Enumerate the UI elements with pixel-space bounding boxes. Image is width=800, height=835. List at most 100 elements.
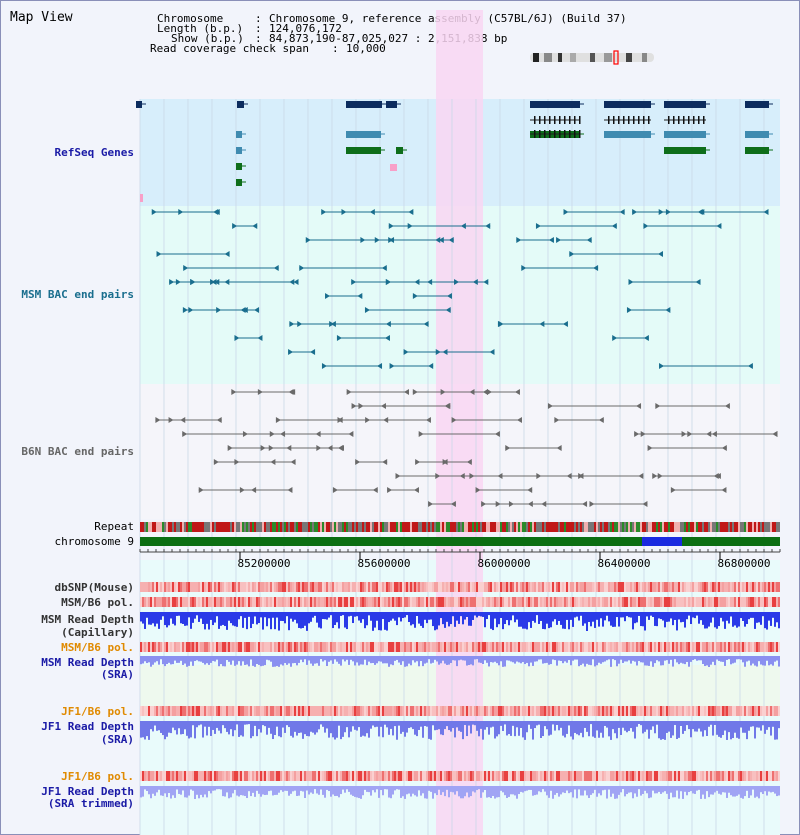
dbsnp-strip bbox=[330, 582, 332, 592]
msm-read-depth-sra-bar bbox=[574, 656, 576, 660]
b6n-bac-end bbox=[415, 459, 421, 465]
msm-bac-track-label[interactable]: MSM BAC end pairs bbox=[21, 288, 134, 301]
jf1-b6-pol-strip-2 bbox=[448, 771, 450, 781]
jf1-read-depth-trim-bar bbox=[296, 786, 298, 797]
dbsnp-strip bbox=[146, 582, 148, 592]
msm-b6-pol-strip-2 bbox=[404, 642, 406, 652]
repeat-element bbox=[760, 522, 762, 532]
msm-b6-pol-strip bbox=[346, 597, 348, 607]
msm-b6-pol-strip bbox=[420, 597, 422, 607]
chromosome-track-label[interactable]: chromosome 9 bbox=[54, 535, 134, 548]
jf1-read-depth-sra-bar bbox=[438, 721, 440, 730]
dbsnp-strip bbox=[218, 582, 220, 592]
repeat-element bbox=[634, 522, 636, 532]
repeat-element bbox=[214, 522, 216, 532]
jf1-b6-pol-strip bbox=[502, 706, 504, 716]
msm-b6-pol-strip-2 bbox=[242, 642, 244, 652]
jf1-read-depth-sra-bar bbox=[732, 721, 734, 739]
jf1-read-depth-sra-bar bbox=[670, 721, 672, 738]
jf1-read-depth-sra-label[interactable]: JF1 Read Depth bbox=[41, 720, 134, 733]
msm-read-depth-sra-bar bbox=[586, 656, 588, 664]
jf1-b6-pol-strip bbox=[530, 706, 532, 716]
repeat-element bbox=[590, 522, 592, 532]
jf1-b6-pol-strip bbox=[308, 706, 310, 716]
msm-b6-pol-strip-2 bbox=[326, 642, 328, 652]
dbsnp-strip bbox=[362, 582, 364, 592]
msm-read-depth-cap-bar bbox=[572, 612, 574, 627]
jf1-b6-pol-strip-2 bbox=[372, 771, 374, 781]
repeat-element bbox=[606, 522, 608, 532]
msm-b6-pol-strip bbox=[160, 597, 162, 607]
msm-b6-pol-strip bbox=[396, 597, 398, 607]
msm-b6-pol-strip bbox=[382, 597, 384, 607]
jf1-b6-pol-label-1[interactable]: JF1/B6 pol. bbox=[61, 705, 134, 718]
msm-read-depth-cap-bar bbox=[316, 612, 318, 623]
jf1-b6-pol-strip-2 bbox=[578, 771, 580, 781]
msm-read-depth-cap-label[interactable]: MSM Read Depth bbox=[41, 613, 134, 626]
jf1-read-depth-trim-bar bbox=[270, 786, 272, 791]
msm-bac-end bbox=[535, 223, 541, 229]
jf1-b6-pol-strip bbox=[512, 706, 514, 716]
msm-b6-pol-strip bbox=[496, 597, 498, 607]
dbsnp-strip bbox=[298, 582, 300, 592]
repeat-element bbox=[494, 522, 496, 532]
jf1-read-depth-sra-bar bbox=[246, 721, 248, 725]
msm-read-depth-sra-bar bbox=[732, 656, 734, 664]
b6n-bac-track-label[interactable]: B6N BAC end pairs bbox=[21, 445, 134, 458]
msm-read-depth-cap-bar bbox=[452, 612, 454, 617]
msm-b6-pol-strip-2 bbox=[336, 642, 338, 652]
msm-b6-pol-strip-2 bbox=[560, 642, 562, 652]
jf1-b6-pol-strip bbox=[172, 706, 174, 716]
repeat-element bbox=[192, 522, 194, 532]
dbsnp-track-label[interactable]: dbSNP(Mouse) bbox=[54, 581, 134, 594]
repeat-element bbox=[236, 522, 238, 532]
msm-b6-pol-strip-2 bbox=[700, 642, 702, 652]
msm-read-depth-sra-bar bbox=[212, 656, 214, 661]
repeat-element bbox=[756, 522, 758, 532]
jf1-read-depth-trim-bar bbox=[544, 786, 546, 792]
msm-read-depth-sra-bar bbox=[534, 656, 536, 662]
jf1-read-depth-sra-bar bbox=[356, 721, 358, 731]
msm-b6-pol-strip-2 bbox=[220, 642, 222, 652]
msm-read-depth-cap-bar bbox=[394, 612, 396, 621]
jf1-read-depth-sra-bar bbox=[640, 721, 642, 726]
msm-b6-pol-strip-2 bbox=[608, 642, 610, 652]
msm-read-depth-cap-bar bbox=[482, 612, 484, 617]
refseq-exon bbox=[574, 130, 576, 138]
jf1-b6-pol-strip bbox=[270, 706, 272, 716]
b6n-bac-end bbox=[450, 501, 456, 507]
dbsnp-strip bbox=[212, 582, 214, 592]
jf1-read-depth-trim-label[interactable]: JF1 Read Depth bbox=[41, 785, 134, 798]
msm-b6-pol-strip-2 bbox=[324, 642, 326, 652]
jf1-read-depth-sra-bar bbox=[602, 721, 604, 738]
repeat-element bbox=[718, 522, 720, 532]
jf1-b6-pol-strip-2 bbox=[364, 771, 366, 781]
msm-read-depth-sra-label[interactable]: MSM Read Depth bbox=[41, 656, 134, 669]
jf1-b6-pol-strip-2 bbox=[164, 771, 166, 781]
repeat-element bbox=[586, 522, 588, 532]
refseq-track-label[interactable]: RefSeq Genes bbox=[54, 146, 134, 159]
dbsnp-strip bbox=[584, 582, 586, 592]
dbsnp-strip bbox=[180, 582, 182, 592]
msm-read-depth-sra-bar bbox=[694, 656, 696, 660]
dbsnp-strip bbox=[224, 582, 226, 592]
refseq-exon bbox=[569, 116, 571, 124]
jf1-b6-pol-strip-2 bbox=[678, 771, 680, 781]
msm-b6-pol-strip-2 bbox=[628, 642, 630, 652]
msm-b6-pol-strip-2 bbox=[250, 642, 252, 652]
jf1-b6-pol-strip bbox=[564, 706, 566, 716]
jf1-b6-pol-strip bbox=[278, 706, 280, 716]
msm-b6-pol-label-2[interactable]: MSM/B6 pol. bbox=[61, 641, 134, 654]
repeat-track-label[interactable]: Repeat bbox=[94, 520, 134, 533]
msm-b6-pol-label-1[interactable]: MSM/B6 pol. bbox=[61, 596, 134, 609]
jf1-read-depth-trim-bar bbox=[150, 786, 152, 799]
msm-b6-pol-strip-2 bbox=[694, 642, 696, 652]
jf1-b6-pol-strip bbox=[618, 706, 620, 716]
jf1-b6-pol-strip-2 bbox=[774, 771, 776, 781]
jf1-read-depth-sra-bar bbox=[608, 721, 610, 737]
jf1-b6-pol-label-2[interactable]: JF1/B6 pol. bbox=[61, 770, 134, 783]
refseq-exon bbox=[554, 116, 556, 124]
jf1-b6-pol-strip bbox=[440, 706, 442, 716]
